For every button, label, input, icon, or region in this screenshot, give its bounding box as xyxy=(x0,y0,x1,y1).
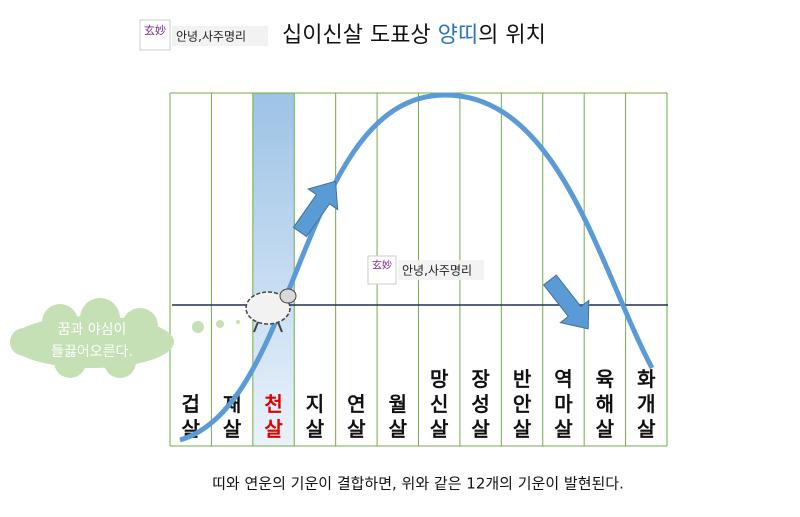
title-highlight: 양띠 xyxy=(438,23,478,48)
sheep xyxy=(245,288,297,333)
brand: 안녕,사주명리 xyxy=(176,30,246,44)
energy-curve xyxy=(179,92,655,443)
arrow-up xyxy=(292,180,339,238)
brand-bg xyxy=(172,26,268,46)
logo: 玄妙 xyxy=(144,23,166,37)
title: 십이신살 도표상 양띠의 위치 xyxy=(282,23,546,48)
thought-cloud xyxy=(10,298,240,378)
caption: 띠와 연운의 기운이 결합하면, 위와 같은 12개의 기운이 발현된다. xyxy=(212,475,624,493)
watermark-brand: 안녕,사주명리 xyxy=(402,264,472,278)
arrow-down xyxy=(542,274,590,330)
watermark-bg xyxy=(398,260,484,280)
highlight-column xyxy=(252,93,295,446)
cloud-text: 꿈과 야심이 xyxy=(58,322,127,338)
watermark-logo: 玄妙 xyxy=(372,259,392,272)
logo-box xyxy=(139,19,171,51)
cloud-text: 들끓어오른다. xyxy=(51,344,133,360)
title-part: 의 위치 xyxy=(478,23,546,48)
title-part: 십이신살 도표상 xyxy=(282,23,438,48)
watermark-logo-box xyxy=(367,255,397,285)
